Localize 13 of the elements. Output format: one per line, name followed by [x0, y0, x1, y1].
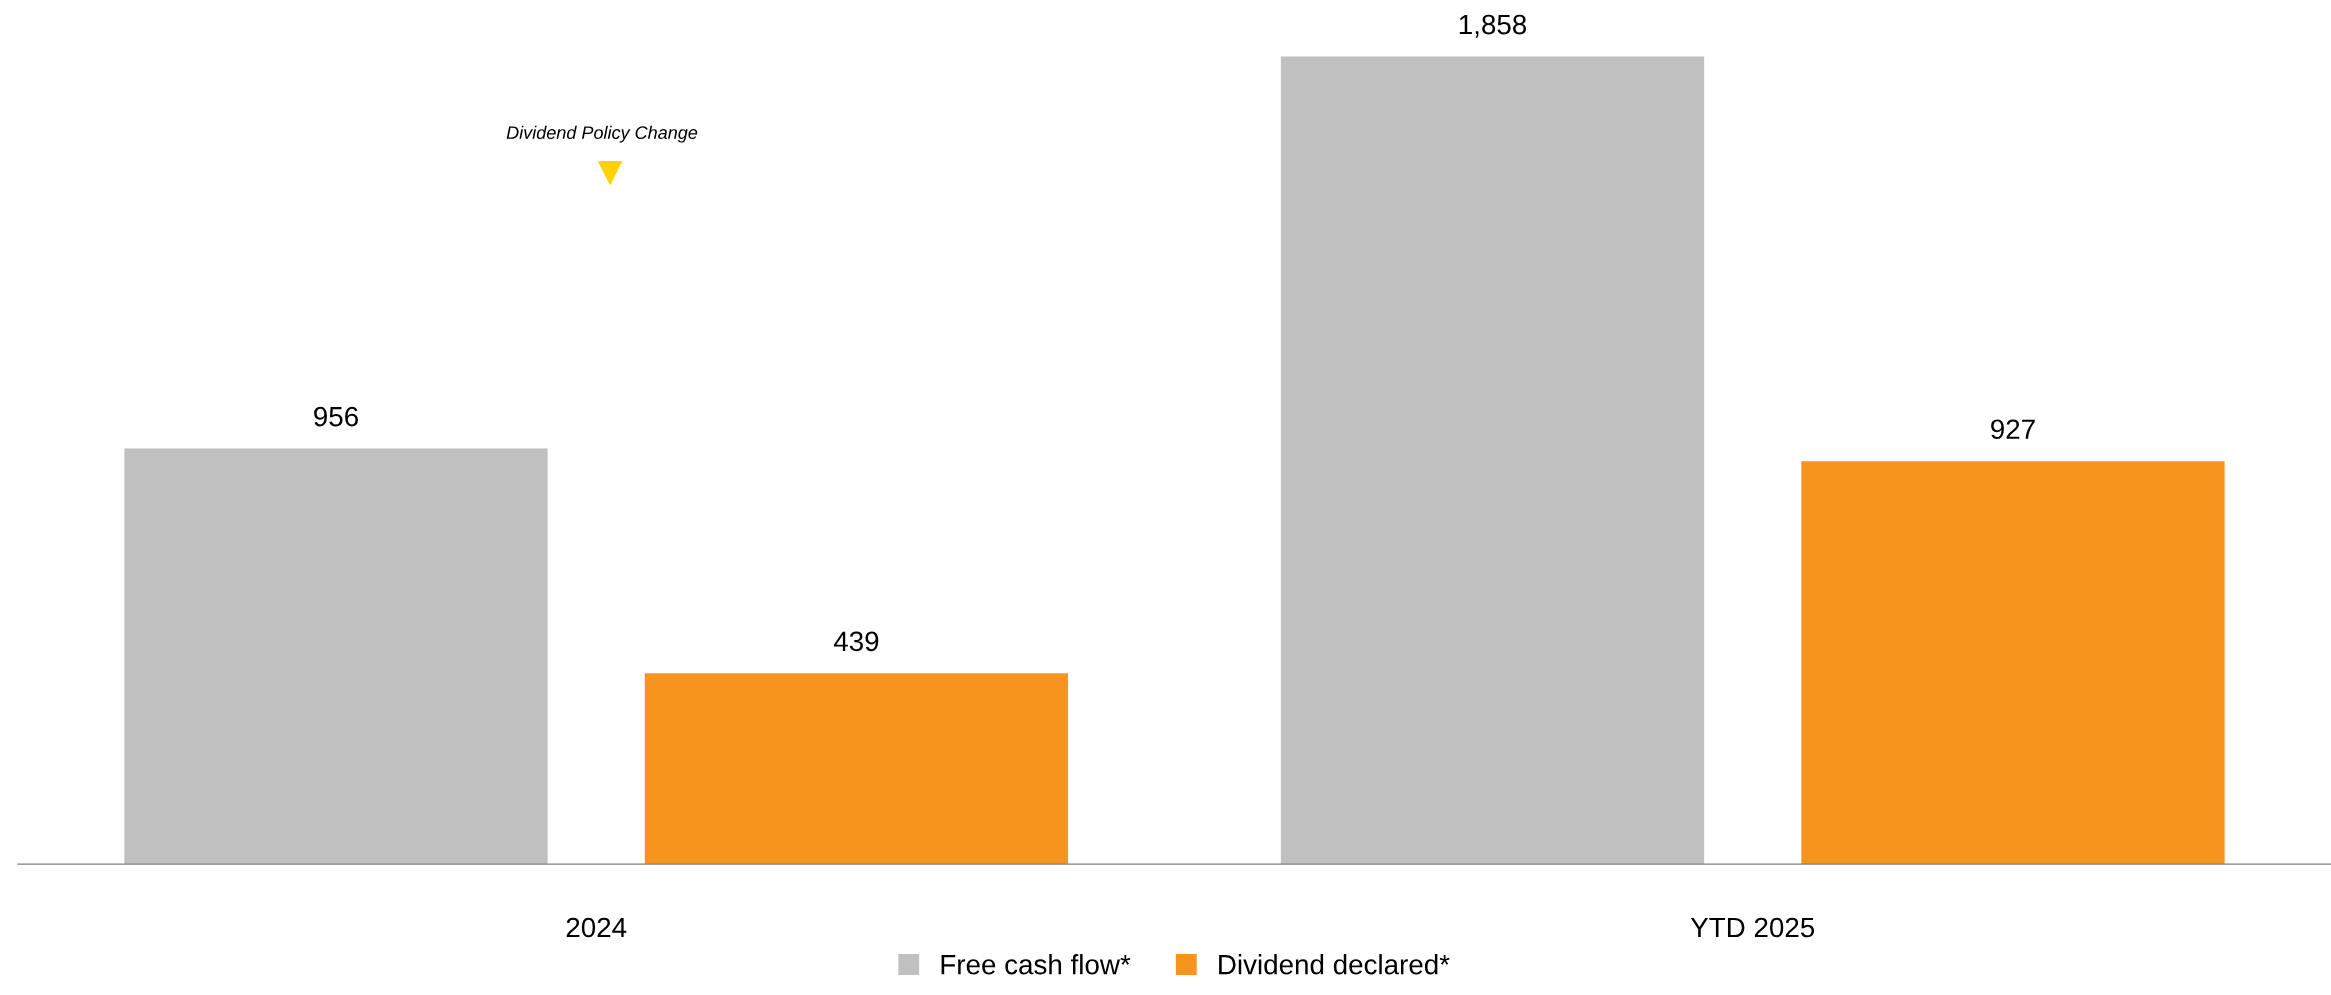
bar — [1280, 56, 1705, 865]
data-label: 956 — [314, 406, 358, 427]
x-tick-label: 2024 — [566, 917, 627, 938]
bar — [644, 673, 1069, 865]
annotation: Dividend Policy Change — [506, 125, 698, 143]
bar — [1801, 461, 2225, 865]
legend-label: Dividend declared* — [1219, 954, 1450, 975]
data-label: 1,858 — [1459, 14, 1527, 38]
bar — [124, 448, 548, 865]
data-label: 927 — [1991, 419, 2035, 440]
legend-label: Free cash flow* — [941, 954, 1131, 975]
x-tick-label: YTD 2025 — [1690, 917, 1815, 938]
data-label: 439 — [833, 631, 879, 652]
